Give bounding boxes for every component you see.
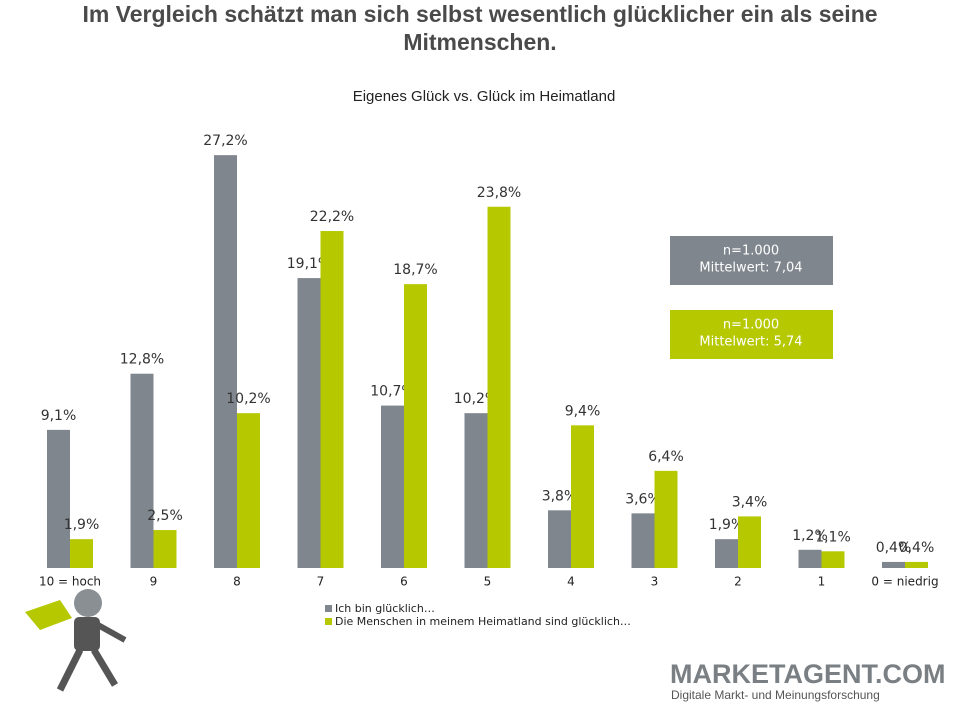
- value-label: 3,6%: [625, 491, 661, 507]
- annotation-text: Mittelwert: 5,74: [699, 335, 802, 350]
- bar: [548, 510, 571, 568]
- value-label: 1,1%: [815, 529, 851, 545]
- bar: [237, 413, 260, 568]
- bar: [130, 373, 154, 568]
- legend-swatch: [325, 605, 332, 612]
- chart-subtitle: Eigenes Glück vs. Glück im Heimatland: [353, 88, 616, 105]
- value-label: 10,2%: [454, 391, 498, 407]
- mascot: [25, 589, 127, 692]
- value-label: 12,8%: [120, 352, 164, 368]
- legend-swatch: [325, 618, 332, 625]
- x-tick-label: 0 = niedrig: [871, 575, 938, 589]
- value-label: 10,7%: [370, 384, 414, 400]
- annotation-text: n=1.000: [723, 318, 779, 333]
- value-label: 6,4%: [648, 449, 684, 465]
- bar: [381, 405, 404, 568]
- x-tick-label: 7: [317, 575, 325, 589]
- x-tick-label: 10 = hoch: [39, 575, 101, 589]
- annotation-text: Mittelwert: 7,04: [699, 261, 802, 276]
- bar: [821, 551, 845, 568]
- bar: [464, 413, 488, 568]
- value-label: 3,8%: [542, 488, 578, 504]
- value-label: 2,5%: [147, 508, 183, 524]
- bar: [404, 284, 427, 568]
- value-label: 22,2%: [310, 209, 354, 225]
- value-label: 0,4%: [876, 540, 912, 556]
- value-label: 1,9%: [64, 517, 100, 533]
- chart-title: Im Vergleich schätzt man sich selbst wes…: [82, 1, 878, 55]
- x-tick-label: 3: [651, 575, 659, 589]
- bar: [882, 561, 905, 568]
- bar: [738, 516, 761, 568]
- bar: [320, 231, 344, 569]
- x-tick-label: 2: [734, 575, 742, 589]
- bar: [654, 470, 678, 568]
- logo-tagline: Digitale Markt- und Meinungsforschung: [671, 688, 880, 702]
- value-label: 19,1%: [287, 256, 331, 272]
- value-label: 1,9%: [709, 517, 745, 533]
- value-label: 1,2%: [792, 528, 828, 544]
- x-tick-label: 9: [150, 575, 158, 589]
- legend-label: Die Menschen in meinem Heimatland sind g…: [335, 615, 631, 628]
- value-label: 18,7%: [393, 262, 437, 278]
- bar: [571, 425, 594, 568]
- x-tick-label: 6: [400, 575, 408, 589]
- value-label: 27,2%: [203, 133, 247, 149]
- annotation-text: n=1.000: [723, 244, 779, 259]
- bar: [70, 539, 93, 568]
- annotation-box: [670, 236, 833, 285]
- bar: [297, 278, 321, 568]
- x-tick-label: 4: [567, 575, 575, 589]
- annotation-box: [670, 310, 833, 359]
- value-label: 9,1%: [41, 408, 77, 424]
- logo: MARKETAGENT.COM: [670, 659, 945, 689]
- legend-label: Ich bin glücklich…: [335, 602, 435, 615]
- value-label: 23,8%: [477, 185, 521, 201]
- value-label: 0,4%: [899, 540, 935, 556]
- value-label: 10,2%: [226, 391, 270, 407]
- bar: [798, 549, 822, 568]
- bar: [905, 561, 928, 568]
- bar: [47, 429, 70, 568]
- x-tick-label: 5: [484, 575, 492, 589]
- bar: [153, 530, 177, 568]
- x-tick-label: 1: [818, 575, 826, 589]
- value-label: 9,4%: [565, 403, 601, 419]
- bar: [214, 155, 237, 568]
- value-label: 3,4%: [732, 494, 768, 510]
- bar: [487, 206, 511, 568]
- bar: [715, 539, 738, 568]
- bar: [631, 513, 655, 568]
- x-tick-label: 8: [233, 575, 241, 589]
